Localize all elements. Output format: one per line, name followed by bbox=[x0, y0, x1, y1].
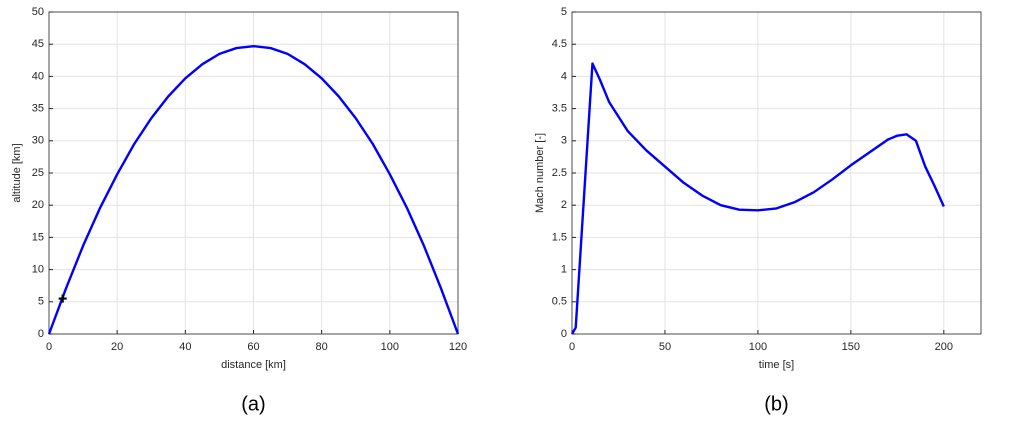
y-tick-label: 30 bbox=[32, 135, 44, 147]
data-line bbox=[570, 62, 945, 335]
x-tick-label: 100 bbox=[749, 341, 767, 353]
x-tick-label: 200 bbox=[935, 341, 953, 353]
data-line bbox=[47, 44, 460, 335]
y-tick-label: 1.5 bbox=[552, 231, 567, 243]
x-tick-label: 120 bbox=[449, 341, 467, 353]
x-tick-label: 80 bbox=[316, 341, 328, 353]
y-axis-label: altitude [km] bbox=[11, 143, 23, 202]
caption: (b) bbox=[764, 393, 788, 415]
y-tick-label: 35 bbox=[32, 103, 44, 115]
x-axis-label: distance [km] bbox=[221, 359, 286, 371]
y-tick-label: 20 bbox=[32, 199, 44, 211]
caption: (a) bbox=[241, 393, 265, 415]
y-tick-label: 40 bbox=[32, 70, 44, 82]
y-axis-label: Mach number [-] bbox=[534, 133, 546, 213]
x-tick-label: 150 bbox=[842, 341, 860, 353]
y-tick-label: 45 bbox=[32, 38, 44, 50]
x-tick-label: 0 bbox=[46, 341, 52, 353]
y-tick-label: 1 bbox=[561, 264, 567, 276]
x-tick-label: 0 bbox=[569, 341, 575, 353]
y-tick-label: 0.5 bbox=[552, 296, 567, 308]
plot-frame bbox=[571, 11, 982, 335]
y-tick-label: 3.5 bbox=[552, 103, 567, 115]
plot-frame bbox=[48, 11, 459, 335]
y-tick-label: 3 bbox=[561, 135, 567, 147]
y-tick-label: 4 bbox=[561, 70, 567, 82]
y-tick-label: 2.5 bbox=[552, 167, 567, 179]
y-tick-label: 10 bbox=[32, 264, 44, 276]
y-tick-label: 15 bbox=[32, 231, 44, 243]
x-tick-label: 60 bbox=[247, 341, 259, 353]
y-tick-label: 0 bbox=[561, 328, 567, 340]
y-tick-label: 0 bbox=[38, 328, 44, 340]
x-axis-label: time [s] bbox=[759, 359, 794, 371]
y-tick-label: 4.5 bbox=[552, 38, 567, 50]
y-tick-label: 25 bbox=[32, 167, 44, 179]
marker bbox=[58, 294, 67, 303]
y-tick-label: 50 bbox=[32, 6, 44, 18]
x-tick-label: 100 bbox=[381, 341, 399, 353]
y-tick-label: 5 bbox=[561, 6, 567, 18]
x-tick-label: 40 bbox=[179, 341, 191, 353]
x-tick-label: 50 bbox=[659, 341, 671, 353]
y-tick-label: 2 bbox=[561, 199, 567, 211]
y-tick-label: 5 bbox=[38, 296, 44, 308]
x-tick-label: 20 bbox=[111, 341, 123, 353]
